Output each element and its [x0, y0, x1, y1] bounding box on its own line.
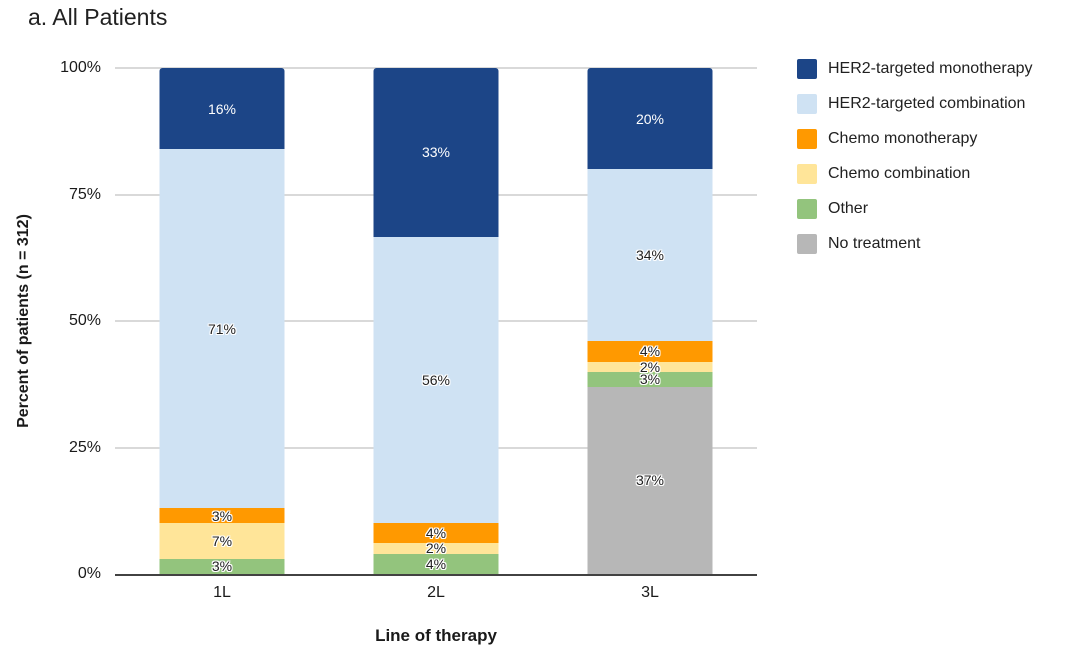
- bar-segment-label: 33%: [421, 144, 451, 161]
- y-tick-label: 25%: [68, 438, 101, 456]
- bar-column: 37% 3% 2% 4% 34% 20%: [587, 68, 713, 574]
- bar-segment: 4%: [373, 553, 499, 574]
- legend-item: HER2-targeted combination: [797, 93, 1033, 114]
- bar-segment-label: 4%: [639, 343, 661, 360]
- bar-segment: 2%: [587, 358, 713, 375]
- bar-segment-label: 3%: [211, 558, 233, 575]
- bar-segment-label: 2%: [639, 358, 661, 375]
- bar-segment: 3%: [159, 558, 285, 575]
- legend-item: No treatment: [797, 233, 1033, 254]
- bar-segment: 33%: [373, 68, 499, 237]
- bar-segment: 16%: [159, 68, 285, 149]
- bar-column: 3% 7% 3% 71% 16%: [159, 68, 285, 575]
- bar-segment-label: 7%: [211, 533, 233, 550]
- bar-segment-label: 3%: [639, 371, 661, 388]
- bar-segment-label: 3%: [211, 507, 233, 524]
- bar-segment: 4%: [373, 522, 499, 544]
- legend-label: Other: [828, 199, 869, 217]
- y-axis-title: Percent of patients (n = 312): [15, 214, 32, 428]
- y-tick-label: 50%: [68, 312, 101, 329]
- legend: HER2-targeted monotherapy HER2-targeted c…: [797, 58, 1033, 268]
- chart-title: a. All Patients: [28, 4, 168, 30]
- legend-swatch: [797, 233, 817, 254]
- x-axis-title: Line of therapy: [375, 626, 497, 645]
- bar-segment: 3%: [159, 507, 285, 524]
- bar-segment: 71%: [159, 149, 285, 509]
- legend-item: Chemo combination: [797, 163, 1033, 184]
- legend-item: Other: [797, 198, 1033, 219]
- y-tick-label: 100%: [60, 59, 101, 76]
- plot-area: 100% 75% 50% 25% 0% 3% 7% 3% 71% 16% 1L 4% 2% 4% 56% 33…: [60, 59, 757, 601]
- bar-segment: 4%: [587, 341, 713, 362]
- bar-segment: 2%: [373, 540, 499, 557]
- y-tick-label: 0%: [77, 565, 101, 582]
- bar-segment: 37%: [587, 386, 713, 574]
- bar-segment-label: 37%: [635, 472, 665, 489]
- legend-label: HER2-targeted monotherapy: [828, 59, 1033, 77]
- bar-segment: 20%: [587, 68, 713, 170]
- legend-swatch: [797, 163, 817, 184]
- y-tick-label: 75%: [68, 185, 101, 203]
- bar-segment-label: 16%: [207, 100, 237, 117]
- legend-label: No treatment: [828, 234, 921, 252]
- x-tick-label: 1L: [213, 584, 231, 601]
- legend-label: HER2-targeted combination: [828, 94, 1026, 112]
- legend-label: Chemo combination: [828, 164, 971, 182]
- bar-segment-label: 56%: [421, 371, 451, 388]
- bar-segment: 56%: [373, 236, 499, 523]
- bar-segment: 3%: [587, 371, 713, 388]
- legend-swatch: [797, 128, 817, 149]
- bar-column: 4% 2% 4% 56% 33%: [373, 68, 499, 574]
- bar-segment: 7%: [159, 523, 285, 559]
- x-tick-label: 3L: [641, 584, 659, 601]
- legend-swatch: [797, 58, 817, 79]
- bar-segment-label: 4%: [425, 555, 447, 572]
- bar-segment: 34%: [587, 169, 713, 342]
- legend-item: Chemo monotherapy: [797, 128, 1033, 149]
- legend-label: Chemo monotherapy: [828, 129, 978, 147]
- bar-segment-label: 34%: [635, 247, 665, 264]
- bar-segment-label: 20%: [635, 110, 665, 127]
- legend-swatch: [797, 93, 817, 114]
- bar-segment-label: 4%: [425, 525, 447, 542]
- bar-segment-label: 2%: [425, 540, 447, 557]
- legend-item: HER2-targeted monotherapy: [797, 58, 1033, 79]
- gridline: [115, 67, 757, 69]
- legend-swatch: [797, 198, 817, 219]
- bar-segment-label: 71%: [207, 320, 237, 337]
- x-tick-label: 2L: [427, 584, 445, 601]
